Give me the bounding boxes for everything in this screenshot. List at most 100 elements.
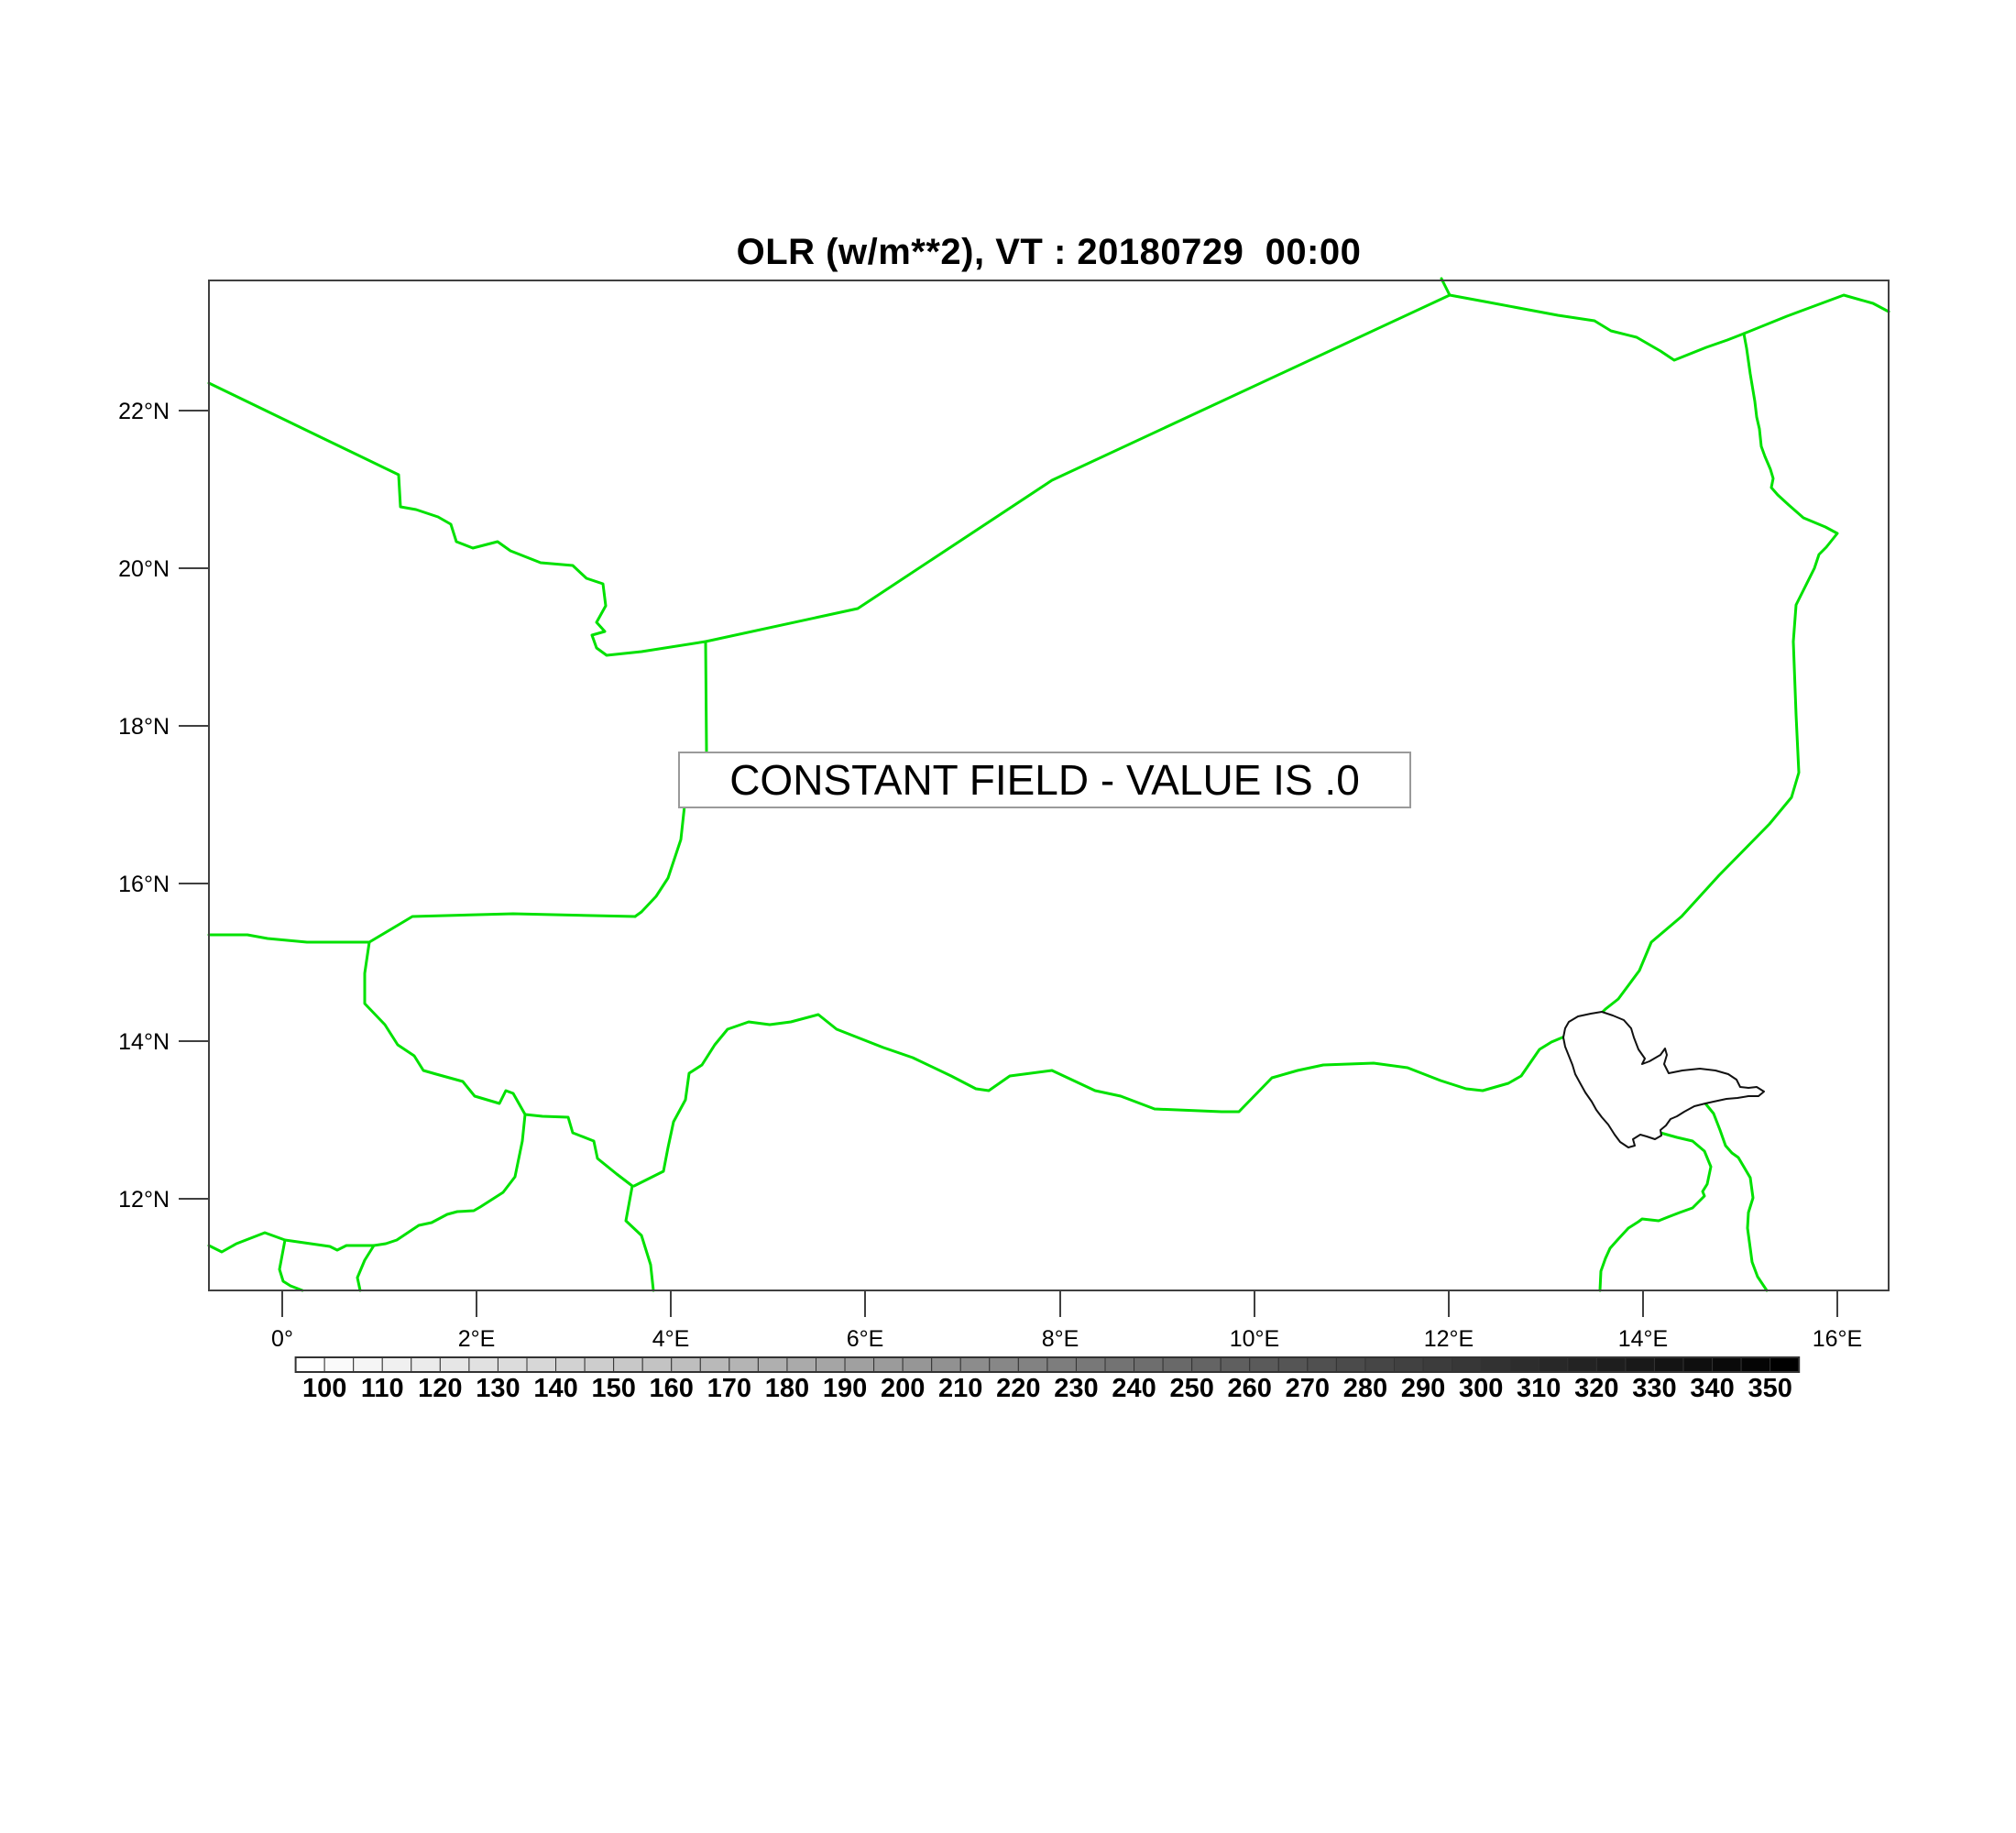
colorbar-cell [1682, 1356, 1714, 1373]
colorbar-cell [1480, 1356, 1511, 1373]
colorbar-cell [468, 1356, 499, 1373]
colorbar-cell [902, 1356, 933, 1373]
colorbar-tick-label: 110 [361, 1374, 404, 1403]
colorbar-cell [439, 1356, 470, 1373]
x-axis-tick-label: 2°E [458, 1326, 496, 1352]
x-axis-tick-label: 10°E [1230, 1326, 1279, 1352]
country-border-line [356, 1244, 376, 1292]
colorbar-cell [497, 1356, 528, 1373]
colorbar-tick-label: 210 [938, 1374, 982, 1403]
y-axis-tick-label: 12°N [118, 1187, 170, 1213]
colorbar-tick-label: 220 [996, 1374, 1040, 1403]
colorbar-cell [1567, 1356, 1597, 1373]
colorbar-tick-label: 280 [1343, 1374, 1387, 1403]
x-axis-tick-label: 4°E [652, 1326, 690, 1352]
colorbar-tick-label: 320 [1574, 1374, 1618, 1403]
colorbar-tick-label: 310 [1517, 1374, 1561, 1403]
colorbar-tick-label: 120 [418, 1374, 462, 1403]
colorbar-tick-label: 190 [823, 1374, 867, 1403]
colorbar-cell [816, 1356, 846, 1373]
colorbar-cell [1452, 1356, 1482, 1373]
colorbar-tick-label: 170 [707, 1374, 751, 1403]
colorbar-tick-label: 230 [1054, 1374, 1098, 1403]
colorbar-cell [1277, 1356, 1309, 1373]
colorbar-cell [1394, 1356, 1424, 1373]
colorbar-tick-label: 240 [1112, 1374, 1156, 1403]
colorbar-cell [729, 1356, 759, 1373]
country-border-line [1448, 293, 1746, 362]
colorbar-cell [959, 1356, 991, 1373]
colorbar-cell [381, 1356, 412, 1373]
colorbar-tick-label: 340 [1690, 1374, 1734, 1403]
colorbar-cell [757, 1356, 788, 1373]
colorbar-tick-label: 150 [591, 1374, 635, 1403]
y-axis-tick-label: 18°N [118, 714, 170, 740]
country-border-line [632, 1013, 1571, 1188]
colorbar-cell [1538, 1356, 1569, 1373]
colorbar-tick-label: 140 [533, 1374, 577, 1403]
colorbar-cell [1249, 1356, 1279, 1373]
colorbar-cell [295, 1356, 325, 1373]
colorbar-cell [1046, 1356, 1077, 1373]
y-axis-tick-label: 14°N [118, 1029, 170, 1055]
colorbar-cell [641, 1356, 673, 1373]
constant-field-box: CONSTANT FIELD - VALUE IS .0 [678, 752, 1411, 808]
colorbar-tick-label: 330 [1632, 1374, 1676, 1403]
country-border-line [363, 940, 655, 1292]
colorbar-cell [1364, 1356, 1395, 1373]
x-axis-tick-label: 12°E [1424, 1326, 1474, 1352]
colorbar-cell [1104, 1356, 1135, 1373]
colorbar-tick-label: 180 [765, 1374, 809, 1403]
y-axis-tick-label: 22°N [118, 399, 170, 424]
colorbar-cell [323, 1356, 355, 1373]
colorbar-cell [786, 1356, 817, 1373]
colorbar-cell [931, 1356, 961, 1373]
colorbar-cell [1075, 1356, 1106, 1373]
y-axis-tick-label: 20°N [118, 556, 170, 582]
country-border-line [1598, 1131, 1713, 1292]
country-border-line [207, 912, 637, 944]
colorbar-cell [1134, 1356, 1164, 1373]
colorbar-cell [1769, 1356, 1800, 1373]
x-axis-tick-label: 0° [271, 1326, 293, 1352]
colorbar-cell [1191, 1356, 1222, 1373]
colorbar-cell [353, 1356, 383, 1373]
colorbar-cell [1595, 1356, 1627, 1373]
colorbar-cell [1509, 1356, 1539, 1373]
colorbar-tick-label: 130 [476, 1374, 520, 1403]
colorbar-cell [411, 1356, 441, 1373]
y-axis-tick-label: 16°N [118, 872, 170, 897]
colorbar-cell [844, 1356, 875, 1373]
country-border-line [1600, 332, 1839, 1015]
constant-field-label: CONSTANT FIELD - VALUE IS .0 [729, 756, 1360, 804]
colorbar-tick-label: 260 [1228, 1374, 1272, 1403]
colorbar-tick-label: 100 [302, 1374, 346, 1403]
country-border-line [1742, 293, 1890, 335]
colorbar-tick-label: 160 [650, 1374, 694, 1403]
colorbar-cell [613, 1356, 643, 1373]
colorbar-cell [1335, 1356, 1366, 1373]
colorbar-tick-label: 300 [1459, 1374, 1503, 1403]
map-frame [208, 280, 1890, 1291]
colorbar-tick-label: 250 [1169, 1374, 1213, 1403]
x-axis-tick-label: 14°E [1618, 1326, 1668, 1352]
colorbar-tick-label: 290 [1401, 1374, 1445, 1403]
x-axis-tick-label: 16°E [1813, 1326, 1862, 1352]
colorbar-tick-label: 270 [1286, 1374, 1330, 1403]
colorbar-cell [1712, 1356, 1742, 1373]
plot-title: OLR (w/m**2), VT : 20180729 00:00 [736, 232, 1362, 272]
colorbar-cell [1220, 1356, 1251, 1373]
country-border-line [278, 1238, 304, 1292]
colorbar-cell [1422, 1356, 1453, 1373]
colorbar-tick-label: 350 [1748, 1374, 1791, 1403]
colorbar-cell [671, 1356, 701, 1373]
colorbar-cell [1740, 1356, 1771, 1373]
lake-chad-outline [1562, 1011, 1765, 1148]
x-axis-tick-label: 6°E [847, 1326, 884, 1352]
colorbar-tick-label: 200 [881, 1374, 925, 1403]
colorbar-cell [989, 1356, 1019, 1373]
country-border-line [207, 293, 1452, 657]
colorbar-cell [584, 1356, 615, 1373]
